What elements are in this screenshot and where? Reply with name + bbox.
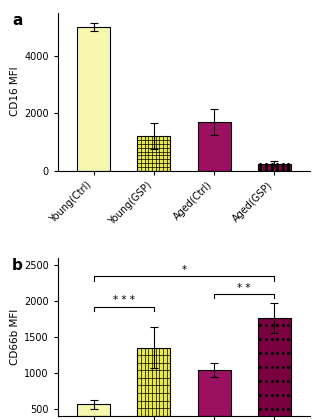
Text: *: * bbox=[181, 265, 187, 275]
Bar bbox=[77, 27, 110, 171]
Bar bbox=[258, 163, 291, 171]
Y-axis label: CD66b MFI: CD66b MFI bbox=[10, 309, 20, 365]
Bar bbox=[137, 347, 171, 416]
Text: b: b bbox=[12, 258, 23, 273]
Bar bbox=[77, 404, 110, 416]
Bar bbox=[137, 136, 171, 171]
Bar bbox=[197, 370, 231, 416]
Text: a: a bbox=[12, 13, 22, 28]
Y-axis label: CD16 MFI: CD16 MFI bbox=[10, 67, 20, 116]
Text: * * *: * * * bbox=[113, 296, 135, 305]
Text: * *: * * bbox=[237, 283, 251, 293]
Bar bbox=[197, 122, 231, 171]
Bar bbox=[258, 318, 291, 416]
